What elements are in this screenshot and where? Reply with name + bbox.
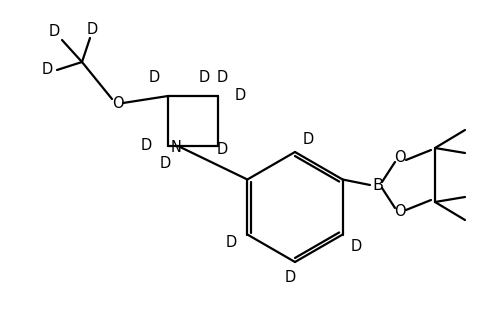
Text: D: D [159,156,170,172]
Text: D: D [198,71,209,86]
Text: O: O [394,151,405,166]
Text: O: O [112,95,123,111]
Text: N: N [170,140,181,155]
Text: D: D [48,25,60,39]
Text: D: D [86,23,97,37]
Text: D: D [234,89,245,104]
Text: D: D [284,271,295,285]
Text: B: B [372,177,383,193]
Text: D: D [216,71,227,86]
Text: D: D [216,141,227,156]
Text: D: D [302,132,313,147]
Text: D: D [148,71,159,86]
Text: D: D [140,138,151,154]
Text: D: D [41,63,52,77]
Text: O: O [394,204,405,219]
Text: D: D [350,239,361,254]
Text: D: D [225,235,237,250]
